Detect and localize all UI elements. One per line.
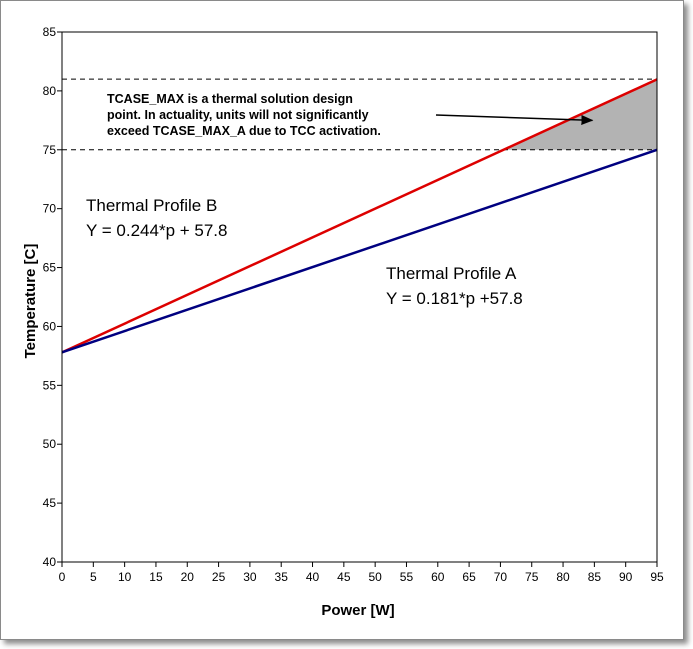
x-tick-label: 25 <box>212 570 226 584</box>
x-tick-label: 90 <box>619 570 633 584</box>
profile-b-label: Thermal Profile B <box>86 196 217 215</box>
y-tick-label: 70 <box>43 202 57 216</box>
x-tick-label: 80 <box>556 570 570 584</box>
series-line-profile-a <box>61 148 658 354</box>
x-axis-title: Power [W] <box>321 602 394 619</box>
y-tick-label: 45 <box>43 496 57 510</box>
profile-b-equation: Y = 0.244*p + 57.8 <box>86 221 227 240</box>
x-tick-label: 75 <box>525 570 539 584</box>
annotation-line-2: point. In actuality, units will not sign… <box>107 108 369 122</box>
x-tick-label: 35 <box>275 570 289 584</box>
x-tick-label: 55 <box>400 570 414 584</box>
thermal-profile-chart: 0 5 10 15 20 25 30 35 40 45 50 55 60 65 70 75 80 85 90 95 40… <box>22 25 664 619</box>
y-tick-label: 55 <box>43 378 57 392</box>
y-tick-label: 65 <box>43 261 57 275</box>
profile-a-label: Thermal Profile A <box>386 264 517 283</box>
x-tick-label: 15 <box>149 570 163 584</box>
x-tick-label: 30 <box>243 570 257 584</box>
y-tick-label: 60 <box>43 319 57 333</box>
annotation-line-1: TCASE_MAX is a thermal solution design <box>107 92 353 106</box>
annotation-arrow <box>435 114 594 125</box>
x-tick-label: 50 <box>368 570 382 584</box>
y-tick-label: 75 <box>43 143 57 157</box>
profile-a-equation: Y = 0.181*p +57.8 <box>386 289 523 308</box>
x-tick-label: 85 <box>588 570 602 584</box>
x-tick-label: 60 <box>431 570 445 584</box>
series-line-profile-b <box>61 78 658 354</box>
y-tick-label: 50 <box>43 437 57 451</box>
x-tick-label: 65 <box>462 570 476 584</box>
x-tick-label: 40 <box>306 570 320 584</box>
y-tick-label: 80 <box>43 84 57 98</box>
plot-area <box>61 31 658 563</box>
x-tick-label: 45 <box>337 570 351 584</box>
x-tick-label: 0 <box>59 570 66 584</box>
y-axis-title: Temperature [C] <box>22 244 39 359</box>
y-tick-label: 85 <box>43 25 57 39</box>
x-tick-label: 20 <box>181 570 195 584</box>
x-tick-label: 70 <box>494 570 508 584</box>
y-tick-label: 40 <box>43 555 57 569</box>
x-tick-label: 5 <box>90 570 97 584</box>
x-tick-label: 10 <box>118 570 132 584</box>
chart-frame: 0 5 10 15 20 25 30 35 40 45 50 55 60 65 70 75 80 85 90 95 40… <box>0 0 684 640</box>
x-tick-label: 95 <box>650 570 664 584</box>
annotation-line-3: exceed TCASE_MAX_A due to TCC activation… <box>107 124 381 138</box>
